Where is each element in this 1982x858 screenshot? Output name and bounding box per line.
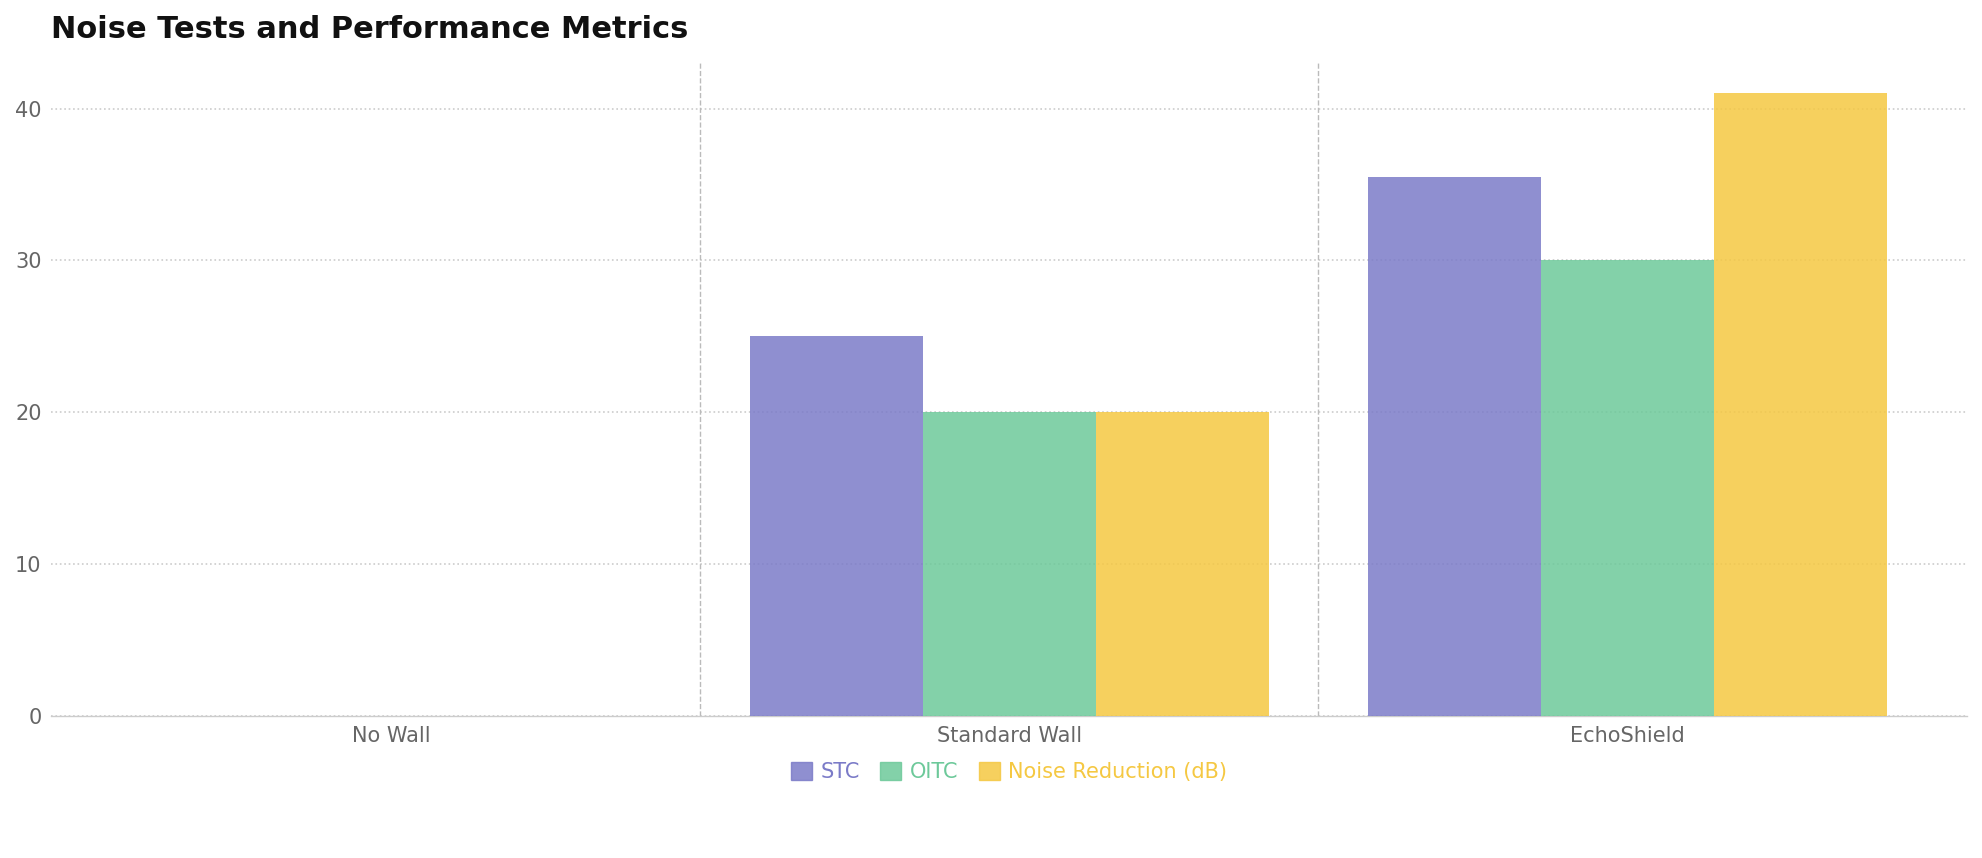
Bar xyxy=(1540,261,1714,716)
Bar xyxy=(922,413,1096,716)
Bar xyxy=(1368,177,1540,716)
Bar xyxy=(749,336,922,716)
Bar xyxy=(1096,413,1268,716)
Legend: STC, OITC, Noise Reduction (dB): STC, OITC, Noise Reduction (dB) xyxy=(783,753,1235,790)
Text: Noise Tests and Performance Metrics: Noise Tests and Performance Metrics xyxy=(52,15,688,44)
Bar xyxy=(1714,94,1887,716)
